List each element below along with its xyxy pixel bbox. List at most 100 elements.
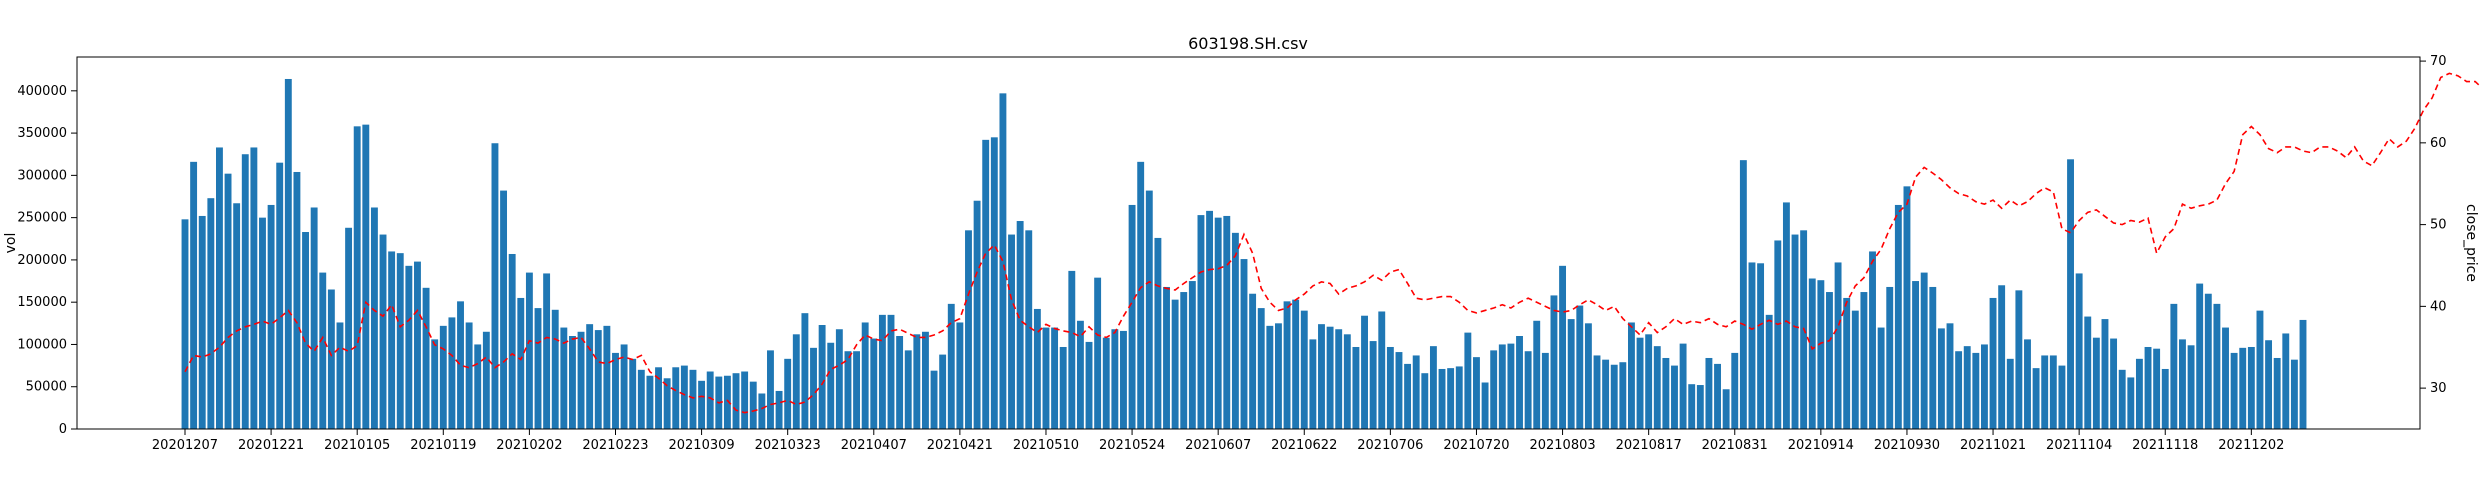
- vol-bar: [663, 378, 671, 429]
- vol-bar: [1998, 285, 2006, 429]
- x-tick-label: 20210105: [324, 438, 390, 453]
- vol-bar: [1275, 323, 1282, 429]
- vol-bar: [870, 338, 878, 429]
- vol-bar: [655, 367, 662, 429]
- vol-bar: [1826, 292, 1833, 429]
- vol-bar: [2179, 339, 2186, 429]
- vol-bar: [749, 381, 757, 429]
- vol-bar: [414, 261, 421, 429]
- vol-bar: [1946, 323, 1954, 429]
- vol-bar: [620, 344, 628, 429]
- vol-bar: [586, 324, 594, 429]
- vol-bar: [250, 147, 258, 429]
- vol-bar: [1817, 280, 1825, 429]
- x-tick-label: 20210831: [1702, 438, 1768, 453]
- vol-bar: [1774, 240, 1782, 429]
- vol-bar: [1197, 215, 1205, 429]
- vol-bar: [2058, 365, 2066, 429]
- vol-bar: [233, 203, 241, 429]
- vol-bar: [216, 147, 223, 429]
- vol-bar: [973, 200, 981, 429]
- vol-bar: [534, 308, 542, 429]
- vol-bar: [947, 303, 955, 429]
- vol-bar: [2118, 369, 2126, 429]
- vol-bar: [1214, 217, 1222, 429]
- x-tick-label: 20210119: [410, 438, 476, 453]
- vol-bar: [525, 272, 533, 429]
- vol-bar: [1163, 286, 1170, 429]
- y-tick-label: 0: [59, 422, 67, 437]
- vol-bar: [405, 265, 413, 429]
- vol-bar: [1292, 299, 1300, 429]
- vol-bar: [1249, 293, 1257, 429]
- vol-bar: [672, 367, 680, 429]
- x-tick-label: 20210309: [668, 438, 734, 453]
- vol-bar: [1662, 357, 1670, 429]
- vol-bar: [362, 124, 370, 429]
- vol-bar: [1016, 221, 1024, 429]
- vol-bar: [1869, 251, 1876, 429]
- vol-bar: [1447, 368, 1455, 429]
- vol-bar: [637, 369, 645, 429]
- vol-bar: [2170, 303, 2178, 429]
- vol-bar: [1412, 355, 1420, 429]
- vol-bar: [500, 190, 508, 429]
- vol-bar: [1834, 262, 1842, 429]
- y-tick-label: 100000: [17, 337, 67, 352]
- vol-bar: [1791, 234, 1799, 429]
- y-tick-label: 300000: [17, 168, 67, 183]
- vol-bar: [569, 336, 576, 429]
- vol-bar: [801, 313, 809, 429]
- vol-bar: [1318, 324, 1325, 429]
- vol-bar: [629, 358, 637, 429]
- vol-bar: [2092, 337, 2100, 429]
- vol-bar: [1696, 385, 1704, 429]
- vol-bar: [259, 217, 266, 429]
- vol-bar: [379, 234, 387, 429]
- vol-bar: [1386, 346, 1394, 429]
- vol-bar: [853, 351, 861, 429]
- y2-tick-label: 60: [2430, 136, 2447, 151]
- x-tick-label: 20210323: [755, 438, 821, 453]
- vol-bar: [2247, 346, 2255, 429]
- bar-series-vol: [181, 78, 2307, 430]
- vol-bar: [1688, 384, 1696, 429]
- vol-bar: [732, 373, 740, 429]
- vol-bar: [1369, 341, 1377, 429]
- vol-bar: [448, 317, 456, 429]
- plot-frame: [76, 56, 2421, 430]
- vol-bar: [319, 272, 327, 429]
- vol-bar: [1645, 334, 1653, 429]
- vol-bar: [1765, 314, 1773, 429]
- vol-bar: [241, 154, 249, 430]
- vol-bar: [1378, 311, 1386, 429]
- vol-bar: [965, 230, 972, 429]
- vol-bar: [1731, 352, 1739, 429]
- vol-bar: [457, 301, 464, 429]
- vol-bar: [2084, 316, 2092, 429]
- x-tick-label: 20211118: [2132, 438, 2198, 453]
- vol-bar: [1145, 190, 1153, 429]
- vol-bar: [224, 173, 232, 429]
- vol-bar: [1051, 327, 1059, 429]
- vol-bar: [276, 162, 284, 429]
- vol-bar: [904, 350, 912, 429]
- vol-bar: [887, 314, 895, 429]
- vol-bar: [345, 227, 353, 429]
- vol-bar: [1963, 346, 1971, 429]
- x-tick-label: 20210202: [496, 438, 562, 453]
- y-tick-label: 400000: [17, 84, 67, 99]
- vol-bar: [1972, 352, 1980, 429]
- vol-bar: [1240, 259, 1248, 429]
- vol-bar: [594, 330, 602, 429]
- vol-bar: [1886, 286, 1894, 429]
- vol-bar: [1567, 319, 1575, 429]
- x-tick-label: 20201207: [152, 438, 218, 453]
- vol-bar: [913, 334, 921, 429]
- vol-bar: [1206, 210, 1214, 429]
- vol-bar: [1584, 323, 1592, 429]
- vol-bar: [1137, 161, 1145, 429]
- vol-bar: [1326, 326, 1334, 429]
- vol-bar: [835, 329, 843, 429]
